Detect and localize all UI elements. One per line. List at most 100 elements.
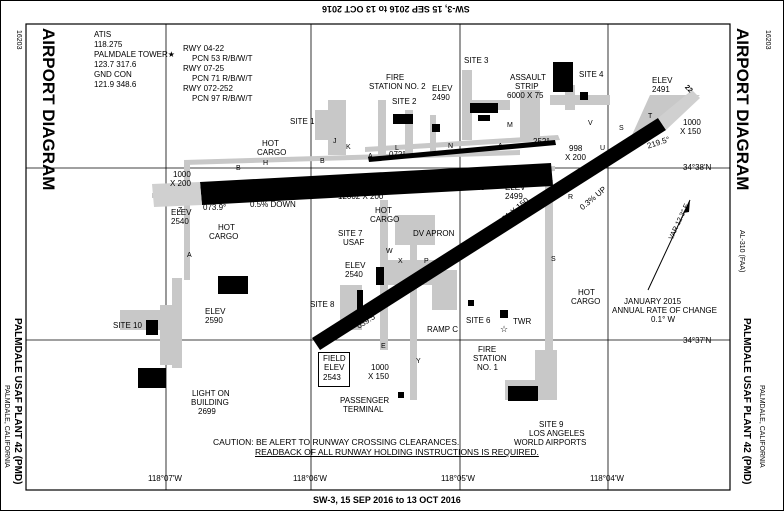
label-site4: SITE 4 — [579, 70, 604, 79]
label-field1: FIELD — [323, 354, 346, 363]
twy-letter-a1: A — [368, 153, 373, 160]
label-lighton2: BUILDING — [191, 398, 229, 407]
twy-letter-a2: A — [498, 143, 503, 150]
label-fire1c: NO. 1 — [477, 363, 498, 372]
twy-letter-k: K — [346, 144, 351, 151]
label-elev2499a: ELEV — [505, 183, 526, 192]
sheet-code-left: 16203 — [15, 30, 22, 50]
label-elev2491a: ELEV — [652, 76, 673, 85]
label-lighton1: LIGHT ON — [192, 389, 230, 398]
label-dim1000x150c: 1000 — [371, 363, 389, 372]
overrun-22 — [658, 90, 700, 130]
label-magvar2: ANNUAL RATE OF CHANGE — [612, 306, 717, 315]
pcn-1: PCN 53 R/B/W/T — [192, 54, 253, 63]
twy-letter-v: U — [600, 145, 606, 152]
lon-label-3: 118°04'W — [590, 474, 624, 483]
label-fire1b: STATION — [473, 354, 507, 363]
header-cycle: SW-3, 15 SEP 2016 to 13 OCT 2016 — [322, 4, 470, 14]
lon-label-2: 118°05'W — [441, 474, 475, 483]
label-assault3: 6000 X 75 — [507, 91, 544, 100]
map-frame — [25, 23, 731, 491]
label-hot4a: HOT — [578, 288, 595, 297]
label-hdg0739: 073.9° — [203, 203, 227, 212]
label-hot2b: CARGO — [209, 232, 239, 241]
freq-1: 118.275 — [94, 40, 123, 49]
label-fire2b: STATION NO. 2 — [369, 82, 426, 91]
label-assault2: STRIP — [515, 82, 539, 91]
label-dim1000x150d: X 150 — [368, 372, 389, 381]
label-assault1: ASSAULT — [510, 73, 546, 82]
label-hot1b: CARGO — [257, 148, 287, 157]
lon-label-0: 118°07'W — [148, 474, 182, 483]
label-dim998b: X 200 — [565, 153, 586, 162]
label-hdg2539: 253.9° — [465, 183, 489, 192]
label-fire1a: FIRE — [478, 345, 497, 354]
label-elev2491b: 2491 — [652, 85, 670, 94]
label-lighton3: 2699 — [198, 407, 216, 416]
label-site8: SITE 8 — [310, 300, 335, 309]
label-passenger2: TERMINAL — [343, 405, 384, 414]
twy-letter-b2: B — [320, 158, 325, 165]
label-elev2490b: 2490 — [432, 93, 450, 102]
twy-letter-h: H — [263, 160, 269, 167]
twy-letter-e: D — [486, 232, 492, 239]
label-twr: TWR — [513, 317, 532, 326]
label-site9b: LOS ANGELES — [529, 429, 585, 438]
label-field2: ELEV — [324, 363, 345, 372]
label-rampc: RAMP C — [427, 325, 458, 334]
label-hot3a: HOT — [375, 206, 392, 215]
twy-letter-b: B — [236, 165, 241, 172]
freq-5: 121.9 348.6 — [94, 80, 137, 89]
label-dim1000x200a: 1000 — [173, 170, 191, 179]
pcn-4: RWY 072-252 — [183, 84, 233, 93]
twy-letter-j: J — [333, 138, 337, 145]
label-hdg252: 252° — [533, 137, 550, 146]
twy-letter-s2: S — [551, 256, 556, 263]
twy-letter-d: E — [381, 343, 386, 350]
label-dvapron: DV APRON — [413, 229, 455, 238]
label-site1: SITE 1 — [290, 117, 315, 126]
twy-letter-z: Z — [178, 207, 183, 214]
title-right: AIRPORT DIAGRAM — [733, 28, 752, 191]
pcn-3: PCN 71 R/B/W/T — [192, 74, 253, 83]
lat-label-0: 34°38'N — [683, 163, 712, 172]
location-left: PALMDALE, CALIFORNIA — [3, 385, 10, 468]
twy-letter-s1: R — [568, 194, 574, 201]
runway-04-22 — [312, 118, 666, 350]
twy-letter-a3: A — [187, 252, 192, 259]
twy-letter-t: S — [619, 125, 624, 132]
label-field3: 2543 — [323, 373, 341, 382]
twy-letter-x2: X — [398, 258, 403, 265]
label-dim1000x200b: X 200 — [170, 179, 191, 188]
label-site2: SITE 2 — [392, 97, 417, 106]
label-elev2540a: ELEV — [171, 208, 192, 217]
label-elev2540c: ELEV — [345, 261, 366, 270]
pcn-0: RWY 04-22 — [183, 44, 225, 53]
twy-letter-w: V — [588, 120, 593, 127]
label-site7b: USAF — [343, 238, 365, 247]
airport-name-left: PALMDALE USAF PLANT 42 (PMD) — [12, 318, 23, 485]
label-hot4b: CARGO — [571, 297, 601, 306]
field-elev-box — [318, 352, 350, 387]
freq-4: GND CON — [94, 70, 132, 79]
label-dim12002: 12002 X 200 — [338, 192, 384, 201]
twy-letter-l: L — [395, 145, 399, 152]
airport-name-right: PALMDALE USAF PLANT 42 (PMD) — [741, 318, 752, 485]
lon-label-1: 118°06'W — [293, 474, 327, 483]
freq-3: 123.7 317.6 — [94, 60, 137, 69]
label-dim1000x150a: 1000 — [683, 118, 701, 127]
twy-letter-y: Y — [416, 358, 421, 365]
runway-07-25 — [200, 163, 553, 205]
grid-lines — [26, 24, 730, 490]
label-fire2a: FIRE — [386, 73, 405, 82]
label-site7: SITE 7 — [338, 229, 363, 238]
label-rwy25: 25 — [542, 169, 549, 177]
pcn-2: RWY 07-25 — [183, 64, 225, 73]
label-site10: SITE 10 — [113, 321, 142, 330]
twy-letter-m: M — [507, 122, 513, 129]
label-elev2590a: ELEV — [205, 307, 226, 316]
freq-0: ATIS — [94, 30, 112, 39]
label-elev2540b: 2540 — [171, 217, 189, 226]
